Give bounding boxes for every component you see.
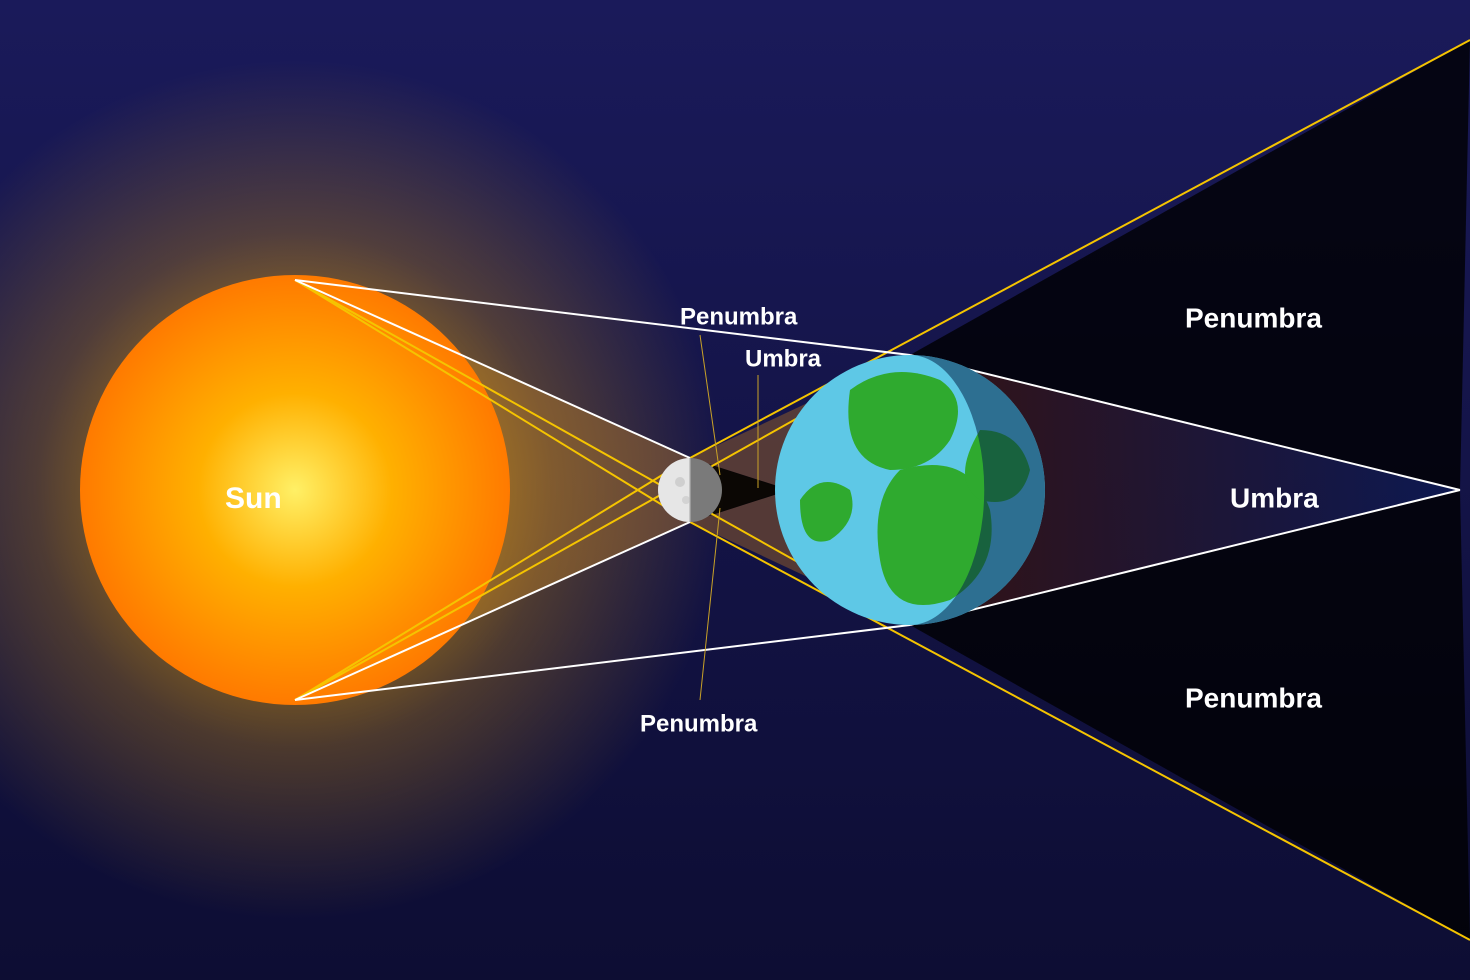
callout-label: Penumbra xyxy=(680,303,798,330)
sun-body xyxy=(80,275,510,705)
callout-label: Penumbra xyxy=(640,710,758,737)
callout-label: Umbra xyxy=(745,345,822,372)
earth xyxy=(775,355,1045,625)
sun-label: Sun xyxy=(225,482,282,515)
penumbra-right-bot: Penumbra xyxy=(1185,682,1322,713)
eclipse-diagram: Penumbra Umbra Penumbra Penumbra Umbra Penumb… xyxy=(0,0,1470,980)
umbra-right: Umbra xyxy=(1230,482,1319,513)
moon xyxy=(658,458,722,522)
penumbra-right-top: Penumbra xyxy=(1185,302,1322,333)
